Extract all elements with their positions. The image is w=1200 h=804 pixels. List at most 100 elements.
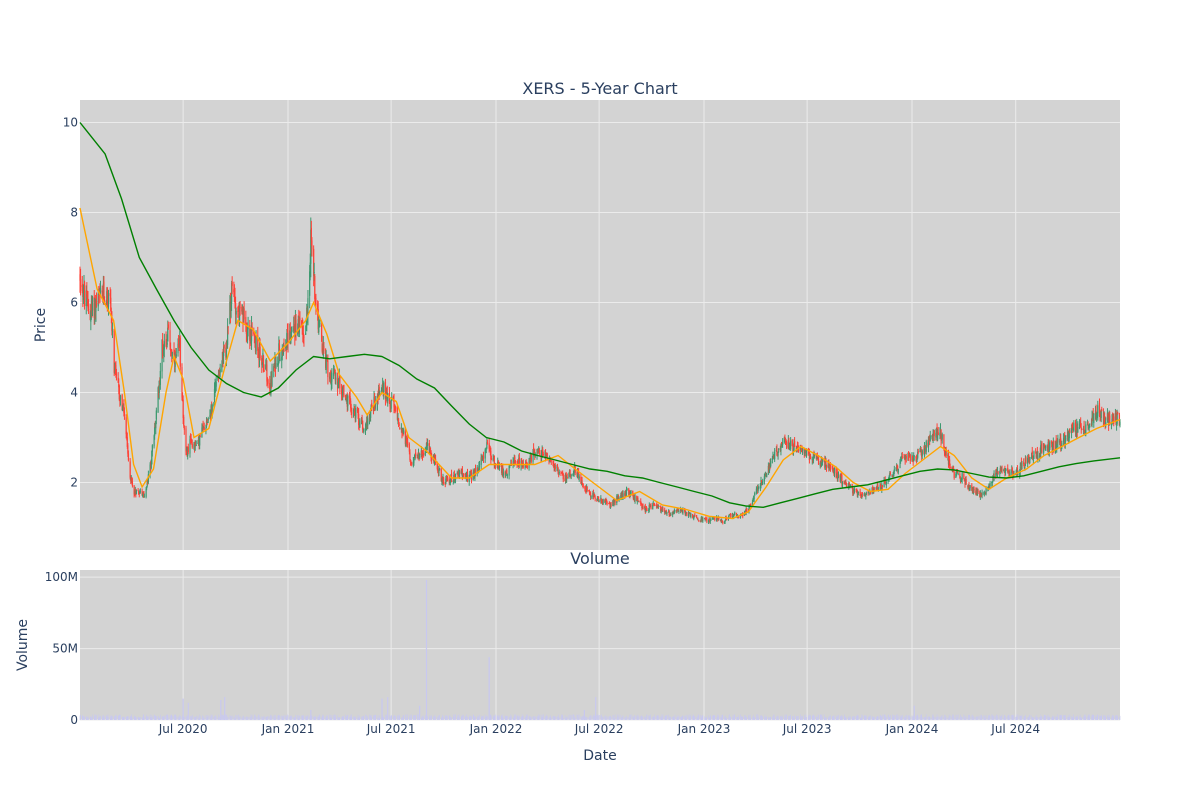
volume-bar [223,715,224,720]
volume-bar [374,716,375,720]
volume-bar [473,714,474,720]
volume-bar [259,717,260,720]
volume-bar [910,717,911,720]
volume-bar [162,716,163,720]
volume-bar [1073,714,1074,720]
volume-bar [985,717,986,720]
volume-bar [172,716,173,720]
volume-bar [277,716,278,720]
volume-bar [356,717,357,720]
volume-bar [518,717,519,720]
volume-bar [274,718,275,720]
volume-bar [1064,715,1065,720]
volume-bar [411,716,412,720]
volume-bar [503,718,504,720]
volume-bar [429,715,430,720]
candle [220,364,221,378]
volume-bar [541,717,542,720]
volume-bar [749,715,750,720]
volume-bar [892,714,893,720]
volume-bar [379,715,380,720]
volume-bar [733,715,734,720]
volume-bar [451,717,452,720]
candle [638,500,639,502]
candle [978,489,979,494]
volume-bar [585,717,586,720]
volume-bar [664,717,665,720]
candle [383,381,384,400]
volume-bar [190,716,191,720]
volume-bar [994,715,995,720]
volume-bar [736,717,737,720]
candle [734,511,735,515]
volume-bar [417,714,418,720]
volume-bar [335,715,336,720]
candle [710,517,711,521]
volume-bar [378,715,379,720]
volume-bar [1117,715,1118,720]
volume-bar [1025,715,1026,720]
volume-bar [945,718,946,720]
candle [778,448,779,453]
volume-plot-area[interactable] [80,570,1120,720]
volume-bar [814,716,815,720]
volume-bar [569,715,570,720]
candle [666,512,667,516]
volume-bar [754,717,755,720]
volume-bar [772,716,773,720]
candle [970,485,971,491]
candle [419,453,420,459]
volume-bar [525,717,526,720]
candle [746,508,747,512]
volume-bar [116,715,117,720]
volume-bar [118,716,119,720]
volume-bar [279,715,280,720]
volume-bar [609,717,610,720]
volume-spike-bar [381,699,382,720]
volume-bar [708,715,709,720]
volume-bar [730,717,731,720]
volume-bar [690,716,691,720]
candle [503,468,504,478]
volume-bar [901,717,902,720]
volume-bar [104,716,105,720]
candle [311,237,312,256]
volume-bar [558,715,559,720]
volume-bar [96,715,97,720]
volume-bar [555,717,556,720]
volume-bar [254,717,255,720]
volume-bar [685,717,686,720]
volume-bar [972,715,973,720]
volume-bar [810,715,811,720]
volume-bar [740,714,741,720]
volume-bar [778,716,779,720]
volume-bar [692,716,693,720]
volume-bar [269,717,270,720]
volume-bar [579,714,580,720]
volume-bar [320,715,321,720]
candle [347,394,348,410]
volume-bar [933,716,934,720]
volume-bar [442,718,443,720]
volume-bar [856,716,857,720]
volume-bar [481,716,482,720]
volume-bar [252,715,253,720]
volume-bar [1014,715,1015,720]
volume-bar [315,716,316,720]
volume-bar [479,715,480,720]
volume-bar [976,716,977,720]
volume-bar [275,715,276,720]
volume-bar [152,717,153,720]
volume-bar [1052,717,1053,720]
volume-bar [1037,715,1038,720]
volume-bar [1113,715,1114,720]
volume-bar [1068,715,1069,720]
volume-bar [547,716,548,720]
candle [607,501,608,506]
volume-bar [997,715,998,720]
volume-bar [977,717,978,720]
volume-bar [962,717,963,720]
volume-bar [1112,715,1113,720]
volume-bar [405,715,406,720]
volume-bar [214,717,215,720]
